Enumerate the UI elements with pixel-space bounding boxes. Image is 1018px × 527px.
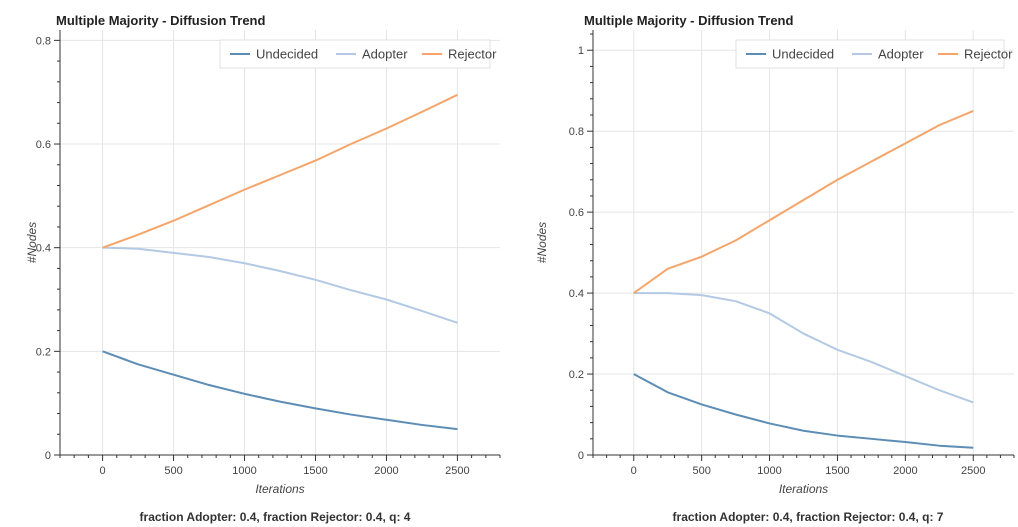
x-tick-label: 1000	[757, 465, 781, 477]
grid-lines	[60, 30, 500, 456]
x-axis-label: Iterations	[255, 482, 304, 496]
legend: Undecided Adopter Rejector	[735, 39, 1013, 69]
x-tick-label: 0	[100, 465, 106, 477]
y-tick-label: 0	[45, 450, 51, 462]
x-tick-label: 500	[164, 465, 182, 477]
y-axis-label: #Nodes	[535, 222, 549, 263]
legend-label: Rejector	[964, 47, 1013, 62]
series-line-undecided	[633, 373, 974, 449]
series-line-rejector	[102, 93, 458, 249]
series-line-adopter	[102, 246, 458, 324]
legend: Undecided Adopter Rejector	[219, 39, 497, 69]
legend-item-rejector[interactable]: Rejector	[938, 47, 1013, 62]
x-tick-label: 500	[692, 465, 710, 477]
chart-title: Multiple Majority - Diffusion Trend	[584, 13, 794, 28]
legend-label: Adopter	[362, 47, 408, 62]
legend-label: Undecided	[256, 47, 318, 62]
x-tick-label: 2000	[893, 465, 917, 477]
x-tick-label: 1000	[232, 465, 256, 477]
legend-label: Undecided	[772, 47, 834, 62]
y-tick-label: 0.4	[36, 243, 51, 255]
chart-panel-1: Multiple Majority - Diffusion Trend 0 500 1…	[25, 13, 501, 524]
chart-panel-2: Multiple Majority - Diffusion Trend 0 500 1…	[535, 13, 1015, 524]
legend-item-undecided[interactable]: Undecided	[746, 47, 834, 62]
legend-item-undecided[interactable]: Undecided	[230, 47, 318, 62]
y-tick-label: 0.6	[36, 139, 51, 151]
legend-label: Adopter	[878, 47, 924, 62]
chart-caption: fraction Adopter: 0.4, fraction Rejector…	[673, 510, 944, 524]
x-tick-label: 1500	[825, 465, 849, 477]
series-line-adopter	[633, 292, 974, 404]
grid-lines	[593, 30, 1014, 456]
chart-title: Multiple Majority - Diffusion Trend	[56, 13, 266, 28]
y-tick-label: 0.8	[36, 35, 51, 47]
y-axis-label: #Nodes	[25, 222, 39, 263]
legend-label: Rejector	[448, 47, 497, 62]
legend-item-adopter[interactable]: Adopter	[852, 47, 924, 62]
y-tick-label: 0.4	[569, 288, 584, 300]
x-axis-label: Iterations	[779, 482, 828, 496]
x-tick-label: 2000	[374, 465, 398, 477]
y-tick-label: 0.2	[569, 369, 584, 381]
y-tick-label: 0.6	[569, 207, 584, 219]
y-tick-label: 1	[578, 45, 584, 57]
x-tick-label: 2500	[445, 465, 469, 477]
series-line-rejector	[633, 110, 974, 294]
series-line-undecided	[102, 350, 458, 431]
y-tick-label: 0.8	[569, 126, 584, 138]
y-tick-label: 0.2	[36, 346, 51, 358]
chart-caption: fraction Adopter: 0.4, fraction Rejector…	[140, 510, 411, 524]
axes	[587, 30, 1015, 461]
x-tick-label: 2500	[961, 465, 985, 477]
x-tick-label: 0	[631, 465, 637, 477]
x-tick-label: 1500	[303, 465, 327, 477]
y-tick-label: 0	[578, 450, 584, 462]
legend-item-adopter[interactable]: Adopter	[336, 47, 408, 62]
axes	[54, 30, 501, 461]
legend-item-rejector[interactable]: Rejector	[422, 47, 497, 62]
